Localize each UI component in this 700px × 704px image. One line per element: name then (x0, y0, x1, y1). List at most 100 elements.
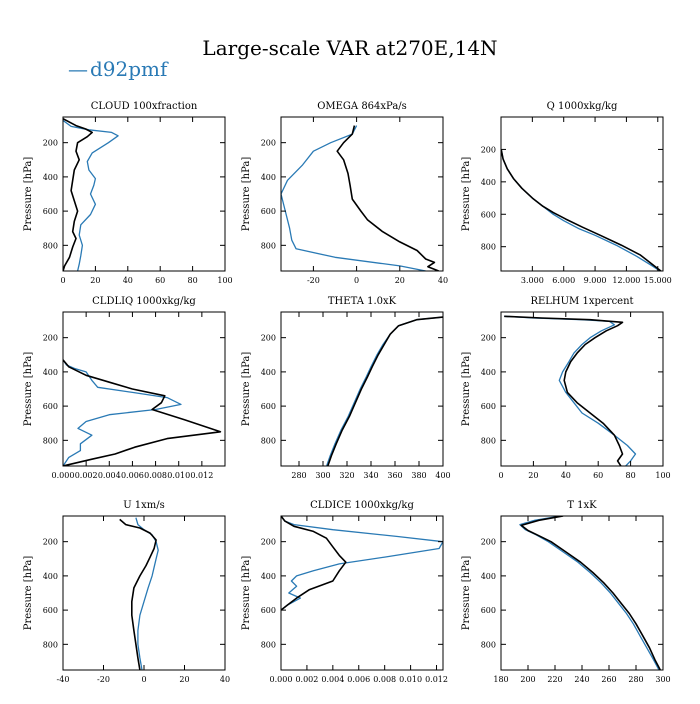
plot-frame (280, 311, 444, 467)
x-tick-label: 280 (291, 471, 306, 480)
x-tick-label: 20 (395, 276, 405, 285)
x-tick-label: 80 (626, 471, 636, 480)
series-line-reference (63, 117, 93, 271)
y-tick-label: 800 (261, 640, 276, 649)
x-tick-label: 40 (561, 471, 571, 480)
x-tick-label: 20 (90, 276, 100, 285)
x-tick-label: 20 (179, 675, 189, 684)
x-tick-label: 80 (188, 276, 198, 285)
x-tick-label: 260 (601, 675, 616, 684)
y-tick-label: 200 (481, 145, 496, 154)
panel-title: OMEGA 864xPa/s (317, 101, 407, 112)
series-line-d92pmf (325, 316, 443, 466)
x-tick-label: 0.012 (190, 471, 213, 480)
y-tick-label: 200 (481, 538, 496, 547)
y-tick-label: 400 (261, 368, 276, 377)
y-axis-label: Pressure [hPa] (23, 157, 34, 232)
y-tick-label: 800 (43, 640, 58, 649)
y-tick-label: 200 (481, 334, 496, 343)
series-line-reference (504, 315, 624, 466)
y-tick-label: 800 (481, 640, 496, 649)
legend-symbol: — (68, 57, 88, 81)
panel-title: U 1xm/s (123, 500, 165, 511)
y-tick-label: 600 (481, 210, 496, 219)
x-tick-label: 6.000 (552, 276, 575, 285)
x-tick-label: 0 (141, 675, 146, 684)
y-tick-label: 600 (261, 402, 276, 411)
x-tick-label: 0.008 (144, 471, 167, 480)
chart-panel-5: THETA 1.0xK Pressure [hPa] 280 300 320 340 360… (241, 296, 451, 480)
y-tick-label: 800 (43, 241, 58, 250)
x-tick-label: 12.000 (612, 276, 640, 285)
y-tick-label: 600 (43, 402, 58, 411)
y-tick-label: 800 (261, 436, 276, 445)
y-tick-label: 400 (481, 572, 496, 581)
y-axis-label: Pressure [hPa] (241, 352, 252, 427)
y-tick-label: 600 (481, 402, 496, 411)
panel-title: Q 1000xkg/kg (547, 101, 618, 112)
x-tick-label: 0.006 (121, 471, 144, 480)
x-tick-label: 100 (217, 276, 232, 285)
chart-panel-7: U 1xm/s Pressure [hPa] -40 -20 0 20 40 200 400 60… (23, 500, 230, 684)
y-tick-label: 200 (43, 538, 58, 547)
y-tick-label: 400 (261, 572, 276, 581)
x-tick-label: 0.000 (52, 471, 75, 480)
panel-title: T 1xK (567, 500, 597, 511)
y-tick-label: 400 (43, 368, 58, 377)
x-tick-label: -40 (57, 675, 70, 684)
y-tick-label: 600 (481, 606, 496, 615)
x-tick-label: 0.010 (399, 675, 422, 684)
x-tick-label: 100 (655, 471, 670, 480)
chart-panel-9: T 1xK Pressure [hPa] 180 200 220 240 260 280 300… (461, 500, 671, 684)
x-tick-label: 60 (593, 471, 603, 480)
x-tick-label: -20 (97, 675, 110, 684)
x-tick-label: 360 (387, 471, 402, 480)
y-axis-label: Pressure [hPa] (241, 157, 252, 232)
series-line-reference (119, 518, 157, 670)
panel-title: THETA 1.0xK (328, 296, 397, 307)
series-line-reference (327, 316, 443, 466)
plot-frame (62, 311, 226, 467)
series-line-d92pmf (519, 516, 660, 670)
x-tick-label: 280 (628, 675, 643, 684)
x-tick-label: 9.000 (584, 276, 607, 285)
x-tick-label: 40 (438, 276, 448, 285)
x-tick-label: 0.012 (425, 675, 448, 684)
y-axis-label: Pressure [hPa] (23, 352, 34, 427)
y-tick-label: 400 (261, 173, 276, 182)
series-line-d92pmf (281, 125, 426, 271)
x-tick-label: 3.000 (521, 276, 544, 285)
x-tick-label: 340 (363, 471, 378, 480)
x-tick-label: 0 (354, 276, 359, 285)
y-axis-label: Pressure [hPa] (461, 157, 472, 232)
x-tick-label: 0.004 (98, 471, 121, 480)
x-tick-label: 300 (655, 675, 670, 684)
x-tick-label: 0.000 (270, 675, 293, 684)
x-tick-label: 400 (435, 471, 450, 480)
y-tick-label: 200 (43, 334, 58, 343)
series-line-reference (520, 516, 662, 670)
y-tick-label: 400 (481, 368, 496, 377)
x-tick-label: 20 (528, 471, 538, 480)
series-line-d92pmf (504, 315, 637, 466)
y-axis-label: Pressure [hPa] (23, 556, 34, 631)
y-tick-label: 800 (43, 436, 58, 445)
x-tick-label: 0 (498, 471, 503, 480)
y-tick-label: 200 (43, 139, 58, 148)
panel-title: CLDICE 1000xkg/kg (310, 500, 414, 511)
chart-panel-1: CLOUD 100xfraction Pressure [hPa] 0 20 40 60 8… (23, 101, 233, 285)
y-tick-label: 600 (43, 207, 58, 216)
y-tick-label: 800 (261, 241, 276, 250)
series-line-reference (336, 125, 439, 271)
x-tick-label: 0 (60, 276, 65, 285)
series-line-reference (501, 149, 662, 271)
y-axis-label: Pressure [hPa] (461, 352, 472, 427)
y-tick-label: 800 (481, 436, 496, 445)
x-tick-label: 0.008 (373, 675, 396, 684)
x-tick-label: 40 (220, 675, 230, 684)
x-tick-label: 300 (315, 471, 330, 480)
y-tick-label: 400 (43, 572, 58, 581)
